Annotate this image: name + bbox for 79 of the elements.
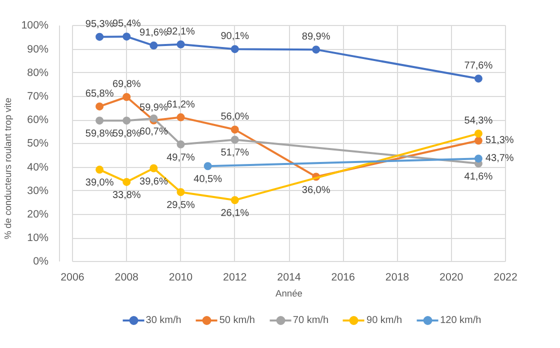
point: [96, 32, 104, 41]
data-label: 56,0%: [220, 112, 250, 123]
point: [230, 136, 239, 144]
y-tick-label: 50%: [27, 138, 50, 150]
y-tick-label: 70%: [27, 90, 50, 103]
legend-label: 30 km/h: [146, 314, 182, 326]
data-label: 41,6%: [464, 172, 493, 183]
point: [474, 136, 482, 145]
data-label: 61,2%: [166, 99, 196, 110]
point: [122, 178, 131, 186]
data-label: 90,1%: [220, 31, 250, 42]
y-tick-label: 30%: [27, 184, 50, 197]
data-label: 65,8%: [85, 88, 114, 100]
data-label: 43,7%: [485, 153, 514, 164]
y-tick-label: 80%: [27, 66, 50, 79]
point: [312, 46, 320, 54]
y-tick-label: 40%: [27, 161, 50, 174]
data-label: 29,5%: [166, 200, 196, 212]
y-tick-label: 10%: [27, 232, 50, 244]
data-label: 33,8%: [112, 190, 141, 201]
x-tick-label: 2010: [168, 272, 193, 284]
point: [96, 116, 104, 125]
y-tick-label: 20%: [27, 208, 50, 221]
data-label: 92,1%: [166, 26, 196, 38]
point: [96, 102, 104, 110]
data-label: 59,9%: [140, 102, 168, 114]
y-tick-label: 100%: [21, 20, 50, 32]
point: [122, 32, 131, 41]
point: [176, 188, 185, 196]
data-label: 49,7%: [166, 152, 196, 164]
data-label: 95,4%: [112, 18, 141, 30]
data-label: 36,0%: [302, 184, 330, 196]
legend-label: 90 km/h: [366, 314, 402, 326]
data-label: 51,7%: [220, 148, 250, 159]
data-label: 40,5%: [194, 174, 222, 186]
y-axis-title: % de conducteurs roulant trop vite: [3, 98, 14, 240]
x-tick-label: 2018: [385, 272, 410, 284]
point: [96, 166, 104, 174]
point: [230, 126, 239, 134]
data-label: 91,6%: [140, 28, 168, 39]
x-tick-label: 2016: [331, 272, 356, 284]
data-label: 89,9%: [302, 32, 330, 43]
point: [122, 93, 131, 101]
data-label: 39,0%: [85, 178, 114, 189]
data-label: 39,6%: [140, 176, 168, 188]
point: [474, 154, 482, 163]
point: [176, 113, 185, 122]
y-tick-label: 0%: [33, 256, 50, 268]
x-tick-label: 2012: [223, 272, 247, 284]
data-label: 51,3%: [485, 135, 514, 146]
point: [150, 164, 158, 172]
data-label: 69,8%: [112, 79, 141, 90]
point: [122, 116, 131, 125]
x-tick-label: 2006: [60, 272, 84, 284]
legend-label: 50 km/h: [219, 314, 255, 326]
point: [230, 45, 239, 54]
point: [150, 42, 158, 50]
legend-label: 70 km/h: [292, 314, 329, 326]
x-tick-label: 2008: [114, 272, 139, 284]
legend-label: 120 km/h: [440, 314, 482, 326]
point: [474, 130, 482, 138]
data-label: 60,7%: [140, 126, 168, 138]
point: [176, 40, 185, 48]
data-label: 77,6%: [464, 60, 493, 72]
data-label: 54,3%: [464, 116, 493, 127]
data-label: 59,8%: [85, 128, 114, 140]
point: [474, 74, 482, 83]
data-label: 26,1%: [220, 208, 250, 220]
data-label: 95,3%: [85, 18, 114, 30]
point: [230, 196, 239, 204]
x-tick-label: 2022: [494, 272, 518, 284]
y-tick-label: 60%: [27, 114, 50, 126]
data-label: 59,8%: [112, 128, 141, 140]
x-tick-label: 2014: [277, 272, 301, 284]
point: [176, 140, 185, 148]
x-axis-title: Année: [276, 288, 302, 298]
y-tick-label: 90%: [27, 43, 50, 56]
x-tick-label: 2020: [440, 272, 464, 284]
point: [204, 162, 212, 170]
